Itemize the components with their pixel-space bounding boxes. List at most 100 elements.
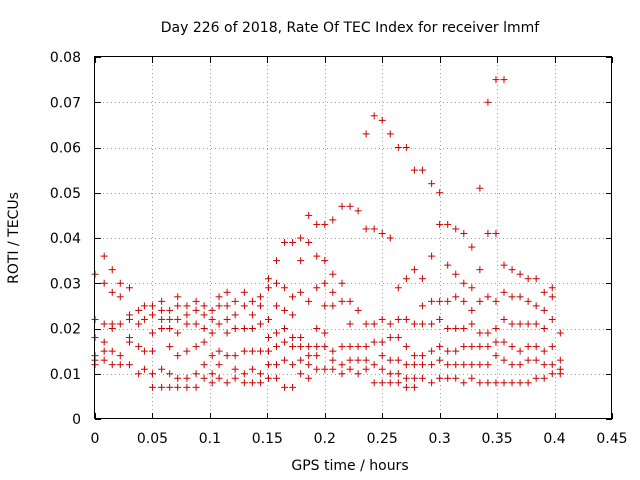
data-point: [394, 370, 402, 378]
data-point: [378, 379, 386, 387]
data-point: [223, 352, 231, 360]
data-point: [321, 343, 329, 351]
data-point: [158, 325, 166, 332]
data-point: [174, 374, 182, 382]
data-point: [418, 374, 426, 382]
data-point: [524, 275, 532, 283]
x-tick-label: 0.4: [543, 431, 565, 447]
data-point: [548, 370, 556, 378]
x-tick-label: 0.3: [429, 431, 451, 447]
data-point: [378, 338, 386, 346]
data-point: [354, 356, 362, 364]
data-point: [313, 352, 321, 360]
data-point: [540, 288, 548, 296]
data-point: [378, 352, 386, 360]
y-tick-label: 0.03: [50, 276, 81, 292]
data-point: [248, 379, 256, 387]
data-point: [410, 374, 418, 382]
data-point: [402, 383, 410, 391]
data-point: [256, 320, 264, 328]
data-point: [281, 306, 289, 314]
data-point: [208, 329, 216, 337]
data-point: [297, 356, 305, 364]
data-point: [215, 320, 223, 328]
data-point: [492, 229, 500, 237]
data-point: [338, 361, 346, 369]
data-point: [508, 379, 516, 387]
data-point: [248, 297, 256, 305]
data-point: [354, 343, 362, 351]
data-point: [524, 297, 532, 305]
data-point: [386, 320, 394, 328]
data-point: [444, 261, 452, 269]
data-point: [208, 352, 216, 360]
x-tick-label: 0.15: [252, 431, 283, 447]
data-point: [484, 361, 492, 369]
data-point: [289, 343, 297, 351]
data-point: [338, 279, 346, 287]
data-point: [378, 365, 386, 373]
data-point: [240, 370, 248, 378]
data-point: [402, 144, 410, 151]
data-point: [256, 379, 264, 387]
data-point: [354, 370, 362, 378]
data-point: [410, 361, 418, 369]
data-point: [468, 374, 476, 382]
data-point: [273, 329, 281, 337]
data-point: [402, 374, 410, 382]
data-point: [476, 361, 484, 369]
data-point: [338, 370, 346, 378]
data-point: [321, 220, 329, 228]
data-point: [484, 329, 492, 337]
data-point: [386, 130, 394, 138]
data-point: [240, 288, 248, 296]
data-point: [410, 352, 418, 360]
data-point: [148, 347, 156, 355]
data-point: [264, 347, 272, 355]
data-point: [183, 311, 191, 319]
data-point: [140, 302, 148, 310]
data-point: [116, 320, 124, 328]
data-point: [125, 361, 133, 369]
data-point: [428, 297, 436, 305]
data-point: [548, 361, 556, 369]
data-point: [248, 325, 256, 332]
data-point: [452, 374, 460, 382]
data-point: [281, 356, 289, 364]
data-point: [313, 343, 321, 351]
data-point: [508, 361, 516, 369]
data-point: [215, 361, 223, 369]
data-point: [248, 347, 256, 355]
data-point: [297, 234, 305, 242]
data-point: [256, 347, 264, 355]
data-point: [436, 189, 444, 197]
data-point: [125, 315, 133, 323]
data-point: [394, 144, 402, 151]
data-point: [524, 343, 532, 351]
data-point: [240, 379, 248, 387]
data-point: [468, 243, 476, 251]
data-point: [329, 270, 337, 278]
data-point: [468, 306, 476, 314]
data-point: [532, 374, 540, 382]
data-point: [231, 374, 239, 382]
data-point: [183, 302, 191, 310]
data-point: [548, 293, 556, 301]
data-point: [492, 338, 500, 346]
data-point: [516, 379, 524, 387]
data-point: [223, 329, 231, 337]
data-point: [273, 257, 281, 265]
data-point: [500, 356, 508, 364]
data-point: [444, 297, 452, 305]
data-point: [289, 361, 297, 369]
data-point: [436, 374, 444, 382]
data-point: [264, 275, 272, 283]
y-tick-label: 0.06: [50, 141, 81, 157]
data-point: [436, 343, 444, 351]
data-point: [208, 370, 216, 378]
data-point: [264, 361, 272, 369]
data-point: [231, 297, 239, 305]
data-point: [313, 325, 321, 332]
data-point: [460, 297, 468, 305]
data-point: [273, 343, 281, 351]
